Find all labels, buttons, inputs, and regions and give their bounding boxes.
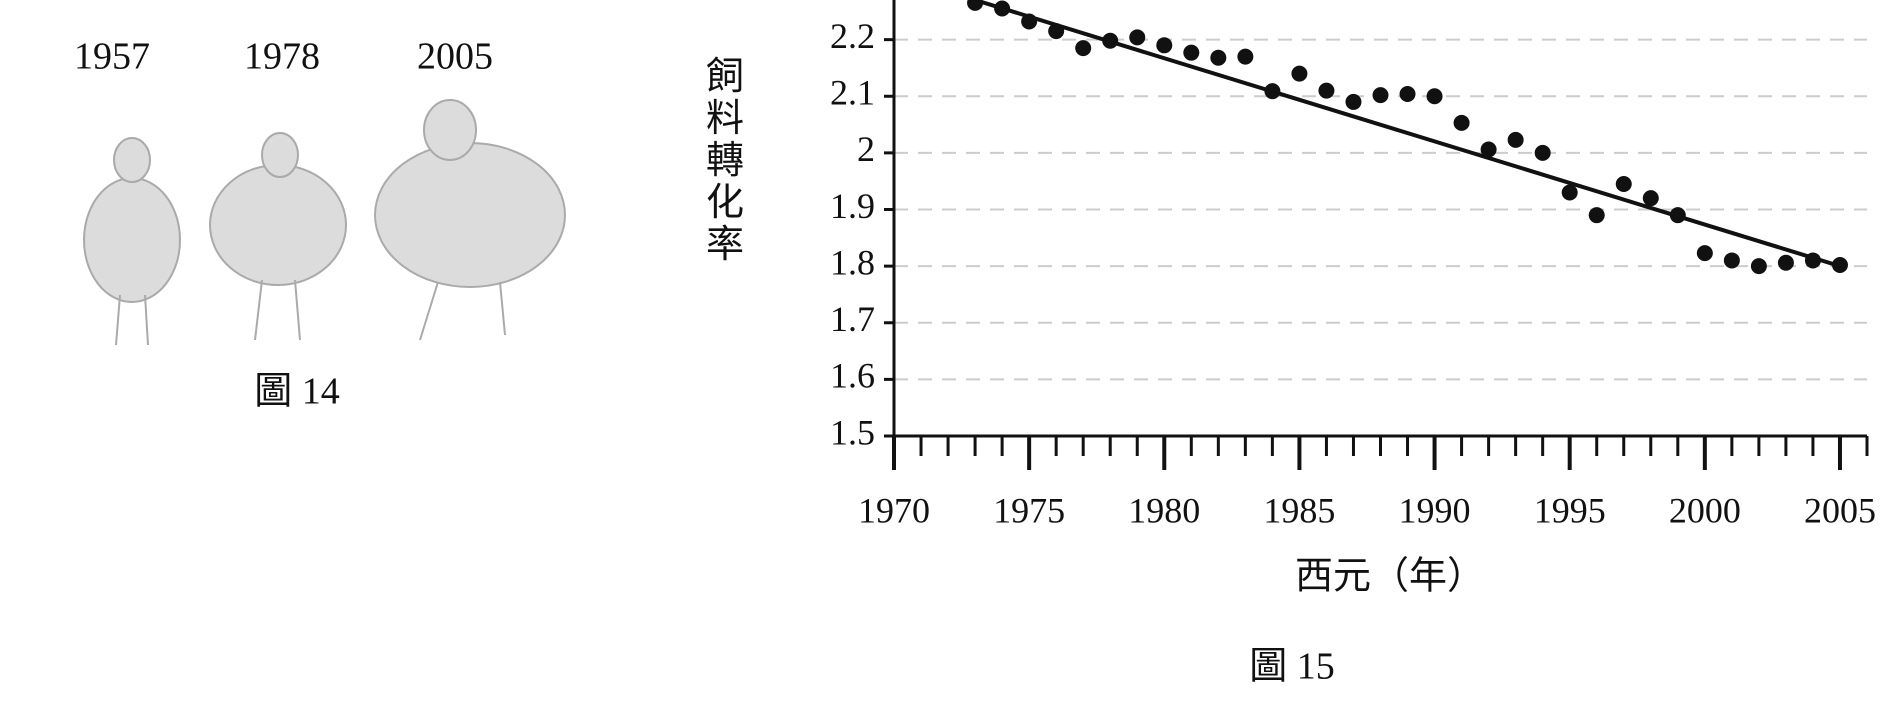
data-point bbox=[1318, 82, 1335, 99]
x-tick-label: 1980 bbox=[1128, 490, 1200, 530]
figure-14: 1957 1978 2005 圖 14 bbox=[74, 36, 566, 413]
data-point bbox=[1588, 207, 1605, 224]
data-point bbox=[1831, 256, 1848, 273]
data-point bbox=[1156, 37, 1173, 54]
year-label: 2005 bbox=[417, 36, 493, 78]
data-point bbox=[1048, 23, 1065, 40]
x-axis-label: 西元（年） bbox=[1295, 556, 1485, 598]
y-tick-label: 1.6 bbox=[830, 356, 875, 396]
data-point bbox=[1507, 131, 1524, 148]
y-tick-label: 2.1 bbox=[830, 73, 875, 113]
x-tick-label: 1995 bbox=[1534, 490, 1606, 530]
data-point bbox=[1426, 88, 1443, 105]
x-tick-label: 1985 bbox=[1263, 490, 1335, 530]
y-tick-label: 1.5 bbox=[830, 412, 875, 452]
data-point bbox=[967, 0, 984, 11]
data-point bbox=[1264, 83, 1281, 100]
x-tick-label: 1975 bbox=[993, 490, 1065, 530]
data-point bbox=[1669, 207, 1686, 224]
data-point bbox=[1075, 40, 1092, 57]
y-tick-label: 1.9 bbox=[830, 186, 875, 226]
y-tick-label: 2.2 bbox=[830, 16, 875, 56]
data-point bbox=[1453, 114, 1470, 131]
data-point bbox=[1561, 184, 1578, 201]
data-point bbox=[1696, 245, 1713, 262]
x-tick-label: 1990 bbox=[1399, 490, 1471, 530]
year-label: 1978 bbox=[244, 36, 320, 78]
trend-line bbox=[974, 0, 1841, 269]
data-point bbox=[1804, 252, 1821, 269]
data-point bbox=[1183, 44, 1200, 61]
data-point bbox=[1372, 87, 1389, 104]
figure-caption: 圖 15 bbox=[1249, 646, 1335, 688]
data-point bbox=[1750, 258, 1767, 275]
data-point bbox=[1345, 93, 1362, 110]
data-point bbox=[1534, 144, 1551, 161]
data-point bbox=[1102, 32, 1119, 49]
data-point bbox=[1615, 176, 1632, 193]
data-point bbox=[1399, 85, 1416, 102]
data-point bbox=[1777, 254, 1794, 271]
data-point bbox=[1642, 190, 1659, 207]
figure-caption: 圖 14 bbox=[254, 371, 340, 413]
data-point bbox=[1021, 13, 1038, 30]
data-point bbox=[1129, 29, 1146, 46]
data-point bbox=[1291, 65, 1308, 82]
data-point bbox=[1723, 252, 1740, 269]
chart: 1.5 1.6 1.7 1.8 1.9 2 2.1 2.2 1970 1975 1980 1985 19… bbox=[706, 0, 1876, 688]
data-point bbox=[1210, 49, 1227, 66]
data-point bbox=[994, 0, 1011, 17]
x-tick-label: 2005 bbox=[1804, 490, 1876, 530]
y-tick-label: 2 bbox=[857, 129, 875, 169]
y-tick-label: 1.7 bbox=[830, 299, 875, 339]
chicken-illustrations bbox=[83, 99, 566, 346]
data-point bbox=[1237, 48, 1254, 65]
x-tick-label: 1970 bbox=[858, 490, 930, 530]
data-point bbox=[1480, 141, 1497, 158]
y-tick-label: 1.8 bbox=[830, 242, 875, 282]
y-axis-label: 飼料轉化率 bbox=[706, 56, 744, 266]
year-label: 1957 bbox=[74, 36, 150, 78]
x-tick-label: 2000 bbox=[1669, 490, 1741, 530]
